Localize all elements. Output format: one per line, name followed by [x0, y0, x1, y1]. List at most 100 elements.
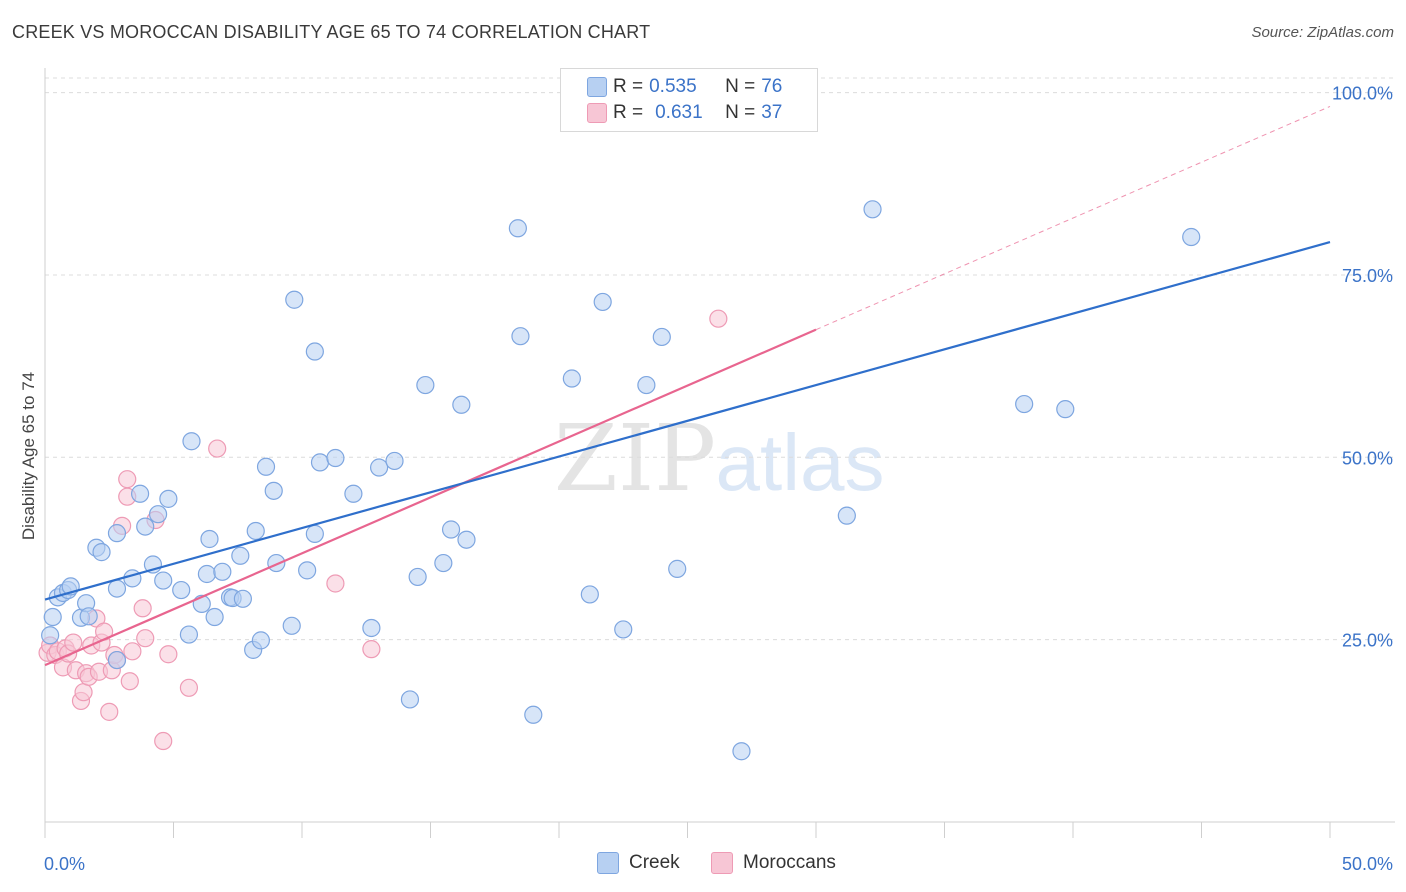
series-legend: Creek Moroccans: [0, 852, 1406, 878]
creek-point: [863, 200, 882, 219]
moroccan-point: [100, 702, 119, 721]
creek-point: [305, 342, 324, 361]
x-tick-label: 0.0%: [44, 854, 85, 874]
creek-point: [233, 589, 252, 608]
creek-point: [123, 569, 142, 588]
moroccan-point: [709, 309, 728, 328]
creek-point: [434, 553, 453, 573]
moroccan-point: [154, 731, 173, 751]
creek-point: [256, 457, 276, 476]
creek-point: [562, 369, 581, 388]
creek-point: [246, 521, 265, 541]
stats-legend: R = 0.535 N = 76 R = 0.631 N = 37: [560, 68, 818, 132]
moroccan-swatch: [587, 103, 607, 123]
creek-point: [92, 543, 111, 562]
creek-point: [508, 219, 527, 238]
creek-point: [41, 626, 60, 645]
creek-point: [511, 327, 530, 346]
creek-point: [79, 607, 98, 626]
axes: [44, 68, 1395, 838]
creek-point: [362, 618, 381, 638]
x-tick-label: 50.0%: [1342, 854, 1393, 874]
creek-point: [637, 375, 656, 395]
y-tick-label: 25.0%: [1342, 631, 1393, 651]
creek-swatch: [597, 852, 619, 874]
creek-point: [159, 489, 178, 508]
creek-point: [614, 620, 633, 639]
creek-point: [264, 481, 283, 500]
creek-point: [179, 625, 199, 644]
r-value: 0.631: [655, 102, 703, 123]
trend-lines: [44, 105, 1331, 667]
creek-point: [1056, 400, 1075, 419]
moroccan-point: [118, 470, 137, 489]
chart-title: CREEK VS MOROCCAN DISABILITY AGE 65 TO 7…: [12, 22, 651, 42]
legend-item-creek[interactable]: Creek: [597, 852, 680, 874]
moroccan-point: [74, 683, 93, 702]
r-label: R =: [613, 102, 644, 123]
moroccan-point: [123, 642, 142, 661]
moroccan-point: [208, 439, 227, 458]
creek-point: [213, 562, 232, 581]
creek-point: [344, 484, 363, 503]
creek-point: [107, 524, 127, 543]
creek-point: [136, 517, 155, 536]
creek-point: [107, 579, 127, 598]
creek-point: [154, 571, 173, 590]
creek-point: [416, 375, 435, 395]
creek-point: [652, 327, 671, 347]
stats-legend-moroccan: R = 0.631 N = 37: [587, 100, 783, 126]
creek-point: [524, 705, 543, 724]
creek-point: [310, 453, 330, 472]
creek-point: [326, 448, 345, 468]
source-label: Source: ZipAtlas.com: [1251, 24, 1394, 41]
creek-trend-line: [44, 241, 1331, 601]
creek-point: [130, 484, 150, 503]
moroccan-point: [64, 633, 83, 652]
creek-point: [370, 458, 389, 477]
creek-point: [668, 559, 687, 578]
watermark-zip: ZIP: [554, 405, 716, 512]
moroccan-trend-line: [44, 328, 817, 667]
moroccan-swatch: [711, 852, 733, 874]
moroccan-point: [362, 640, 381, 659]
creek-point: [285, 290, 304, 309]
creek-point: [305, 524, 324, 543]
creek-point: [1182, 227, 1201, 247]
moroccan-point: [133, 599, 152, 618]
creek-point: [593, 292, 612, 312]
legend-label-moroccans: Moroccans: [743, 852, 836, 873]
creek-point: [298, 561, 317, 580]
legend-label-creek: Creek: [629, 852, 680, 873]
legend-item-moroccans[interactable]: Moroccans: [711, 852, 836, 874]
creek-point: [452, 395, 471, 414]
moroccan-point: [136, 629, 155, 648]
n-value: 76: [761, 76, 783, 97]
creek-swatch: [587, 77, 607, 97]
creek-point: [1015, 394, 1034, 414]
creek-point: [197, 564, 217, 584]
creek-point: [43, 607, 62, 627]
watermark-atlas: atlas: [716, 418, 885, 507]
n-label: N =: [725, 76, 756, 97]
creek-point: [408, 567, 427, 587]
creek-point: [200, 529, 219, 549]
creek-point: [231, 546, 250, 565]
y-tick-label: 75.0%: [1342, 266, 1393, 286]
creek-point: [282, 616, 301, 635]
creek-point: [732, 742, 751, 761]
creek-point: [182, 432, 201, 451]
moroccan-trend-extension: [815, 105, 1331, 331]
creek-point: [205, 607, 224, 627]
creek-point: [837, 506, 856, 525]
moroccan-point: [159, 645, 178, 664]
creek-point: [400, 690, 420, 709]
n-label: N =: [725, 102, 756, 123]
r-value: 0.535: [649, 76, 697, 97]
r-label: R =: [613, 76, 644, 97]
creek-point: [580, 585, 599, 604]
n-value: 37: [761, 102, 783, 123]
axis-tick-labels: 25.0% 50.0% 75.0% 100.0% 0.0% 50.0%: [44, 84, 1393, 874]
stats-legend-creek: R = 0.535 N = 76: [587, 74, 783, 100]
